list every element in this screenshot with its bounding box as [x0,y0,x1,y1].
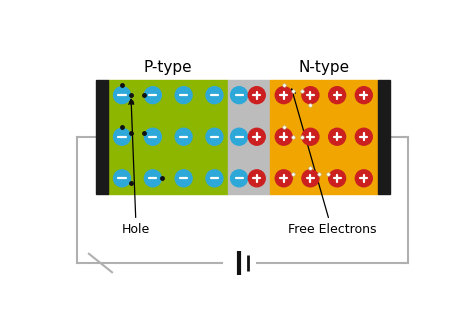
Circle shape [145,128,161,145]
Circle shape [302,128,319,145]
Bar [228,80,270,194]
Bar [108,80,228,194]
Circle shape [231,170,247,187]
Circle shape [175,170,192,187]
Circle shape [175,128,192,145]
Circle shape [275,170,292,187]
Bar [270,80,378,194]
Circle shape [206,87,223,104]
Circle shape [175,87,192,104]
Circle shape [275,128,292,145]
Text: Free Electrons: Free Electrons [288,89,376,236]
Bar [96,80,108,194]
Circle shape [275,87,292,104]
Circle shape [145,170,161,187]
Circle shape [248,170,265,187]
Circle shape [356,170,372,187]
Circle shape [206,128,223,145]
Circle shape [231,87,247,104]
Circle shape [206,170,223,187]
Circle shape [328,170,346,187]
Circle shape [302,170,319,187]
Circle shape [248,128,265,145]
Circle shape [145,87,161,104]
Circle shape [114,128,130,145]
Text: P-type: P-type [144,60,192,75]
Text: N-type: N-type [298,60,349,75]
Bar [378,80,390,194]
Circle shape [356,87,372,104]
Text: Hole: Hole [122,99,150,236]
Circle shape [328,128,346,145]
Circle shape [248,87,265,104]
Circle shape [302,87,319,104]
Circle shape [356,128,372,145]
Circle shape [231,128,247,145]
Circle shape [114,87,130,104]
Circle shape [328,87,346,104]
Circle shape [114,170,130,187]
